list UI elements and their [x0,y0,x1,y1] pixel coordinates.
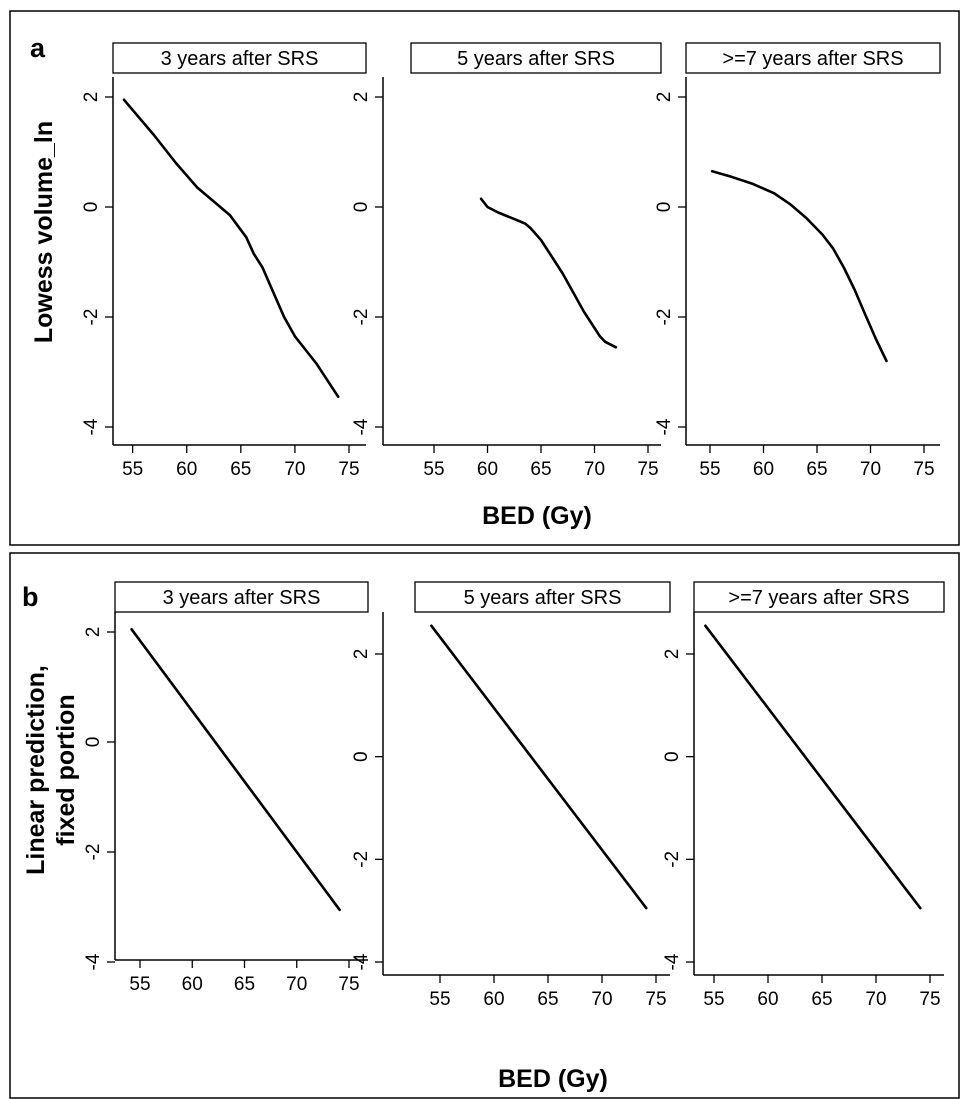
panel-a-frame [9,10,960,546]
panel-b-letter: b [22,582,39,612]
subplot-a-3: >=7 years after SRS 55 60 65 70 75 2 0 -2 -4 [654,42,941,480]
panel-b-xlabel: BED (Gy) [498,1065,608,1093]
subplot-title: >=7 years after SRS [728,587,909,609]
x-tick-label: 65 [234,974,255,995]
x-tick-label: 65 [537,989,558,1010]
subplot-title-box [693,581,945,613]
subplot-title-box [414,581,671,613]
y-tick-label: -4 [83,953,104,970]
subplot-a-2: 5 years after SRS 55 60 65 70 75 2 0 -2 -4 [351,42,662,480]
x-tick-label: 70 [286,974,307,995]
y-tick-label: 0 [654,202,675,213]
series-line [130,627,341,912]
y-tick-label: -2 [83,844,104,861]
panel-b-ylabel-line-2: fixed portion [52,694,80,845]
x-tick-label: 70 [865,989,886,1010]
x-tick-label: 55 [129,974,150,995]
subplot-a-1: 3 years after SRS 55 60 65 70 75 2 0 -2 -4 [81,42,367,480]
subplot-b-3: >=7 years after SRS 55 60 65 70 75 2 0 -2 -4 [662,581,945,1010]
y-tick-label: 0 [351,202,372,213]
y-tick-label: 0 [662,751,683,762]
y-tick-label: 0 [83,737,104,748]
x-tick-label: 60 [753,459,774,480]
y-tick-label: -4 [662,953,683,970]
y-tick-label: -4 [81,418,102,435]
x-tick-label: 55 [423,459,444,480]
y-tick-label: 2 [351,92,372,103]
x-tick-label: 65 [530,459,551,480]
x-tick-label: 65 [811,989,832,1010]
x-tick-label: 55 [703,989,724,1010]
y-tick-label: -2 [351,851,372,868]
x-tick-label: 70 [284,459,305,480]
subplot-title-box [685,42,941,74]
series-line [122,98,340,399]
subplot-title: 3 years after SRS [161,48,319,70]
x-tick-label: 75 [913,459,934,480]
x-tick-label: 75 [637,459,658,480]
x-tick-label: 55 [122,459,143,480]
y-tick-label: 2 [83,627,104,638]
subplot-title-box [114,581,369,613]
series-line [479,197,618,349]
y-tick-label: 2 [81,92,102,103]
x-tick-label: 75 [919,989,940,1010]
y-tick-label: -4 [351,953,372,970]
x-tick-label: 55 [429,989,450,1010]
panel-a-letter: a [30,33,46,63]
y-tick-label: -2 [662,851,683,868]
x-tick-label: 60 [176,459,197,480]
y-tick-label: 0 [81,202,102,213]
x-tick-label: 65 [806,459,827,480]
y-tick-label: -4 [351,418,372,435]
subplot-title: 5 years after SRS [457,48,615,70]
x-tick-label: 55 [699,459,720,480]
x-tick-label: 70 [584,459,605,480]
series-line [704,624,922,910]
series-line [710,170,888,363]
x-tick-label: 60 [477,459,498,480]
subplot-title: 5 years after SRS [464,587,622,609]
y-tick-label: -4 [654,418,675,435]
subplot-title-box [112,42,367,74]
x-tick-label: 60 [483,989,504,1010]
x-tick-label: 70 [860,459,881,480]
subplot-title: >=7 years after SRS [722,48,903,70]
y-tick-label: 2 [654,92,675,103]
x-tick-label: 75 [338,459,359,480]
y-tick-label: -2 [81,309,102,326]
panel-b-ylabel-line-1: Linear prediction, [22,665,50,875]
x-tick-label: 75 [645,989,666,1010]
subplot-title: 3 years after SRS [163,587,321,609]
subplot-b-1: 3 years after SRS 55 60 65 70 75 2 0 -2 -4 [83,581,369,995]
y-tick-label: 2 [662,649,683,660]
x-tick-label: 60 [182,974,203,995]
x-tick-label: 60 [757,989,778,1010]
series-line [430,624,648,910]
subplot-title-box [410,42,662,74]
panel-a-ylabel: Lowess volume_ln [30,121,58,343]
y-tick-label: -2 [654,309,675,326]
panel-a-xlabel: BED (Gy) [482,502,592,530]
subplot-b-2: 5 years after SRS 55 60 65 70 75 2 0 -2 -4 [351,581,671,1010]
x-tick-label: 75 [338,974,359,995]
panel-b-frame [9,552,960,1099]
x-tick-label: 70 [591,989,612,1010]
y-tick-label: 2 [351,649,372,660]
y-tick-label: 0 [351,751,372,762]
y-tick-label: -2 [351,309,372,326]
x-tick-label: 65 [230,459,251,480]
